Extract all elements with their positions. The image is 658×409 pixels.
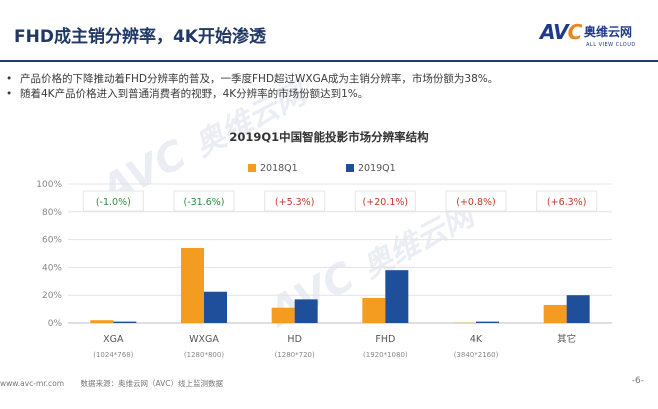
bar [90,320,114,323]
bullet-item: • 随着4K产品价格进入到普通消费者的视野，4K分辨率的市场份额达到1%。 [6,87,646,102]
bullet-marker: • [6,73,13,85]
bar [362,297,386,323]
bar [204,291,227,323]
slide-header: FHD成主销分辨率，4K开始渗透 AVC 奥维云网 ALL VIEW CLOUD [0,0,658,60]
y-tick-label: 100% [36,180,62,190]
bar [476,321,499,323]
bullet-marker: • [6,88,13,100]
bar [453,322,476,324]
page-title: FHD成主销分辨率，4K开始渗透 [14,27,266,47]
change-label: (+6.3%) [547,197,587,208]
chart-title: 2019Q1中国智能投影市场分辨率结构 [229,130,429,144]
header-divider [0,60,658,62]
bar [271,307,295,323]
y-tick-label: 60% [42,236,62,246]
x-tick-sublabel: (1280*800) [184,351,224,359]
page-number: -6- [631,376,644,386]
change-label-box [264,190,326,212]
bullet-text: 随着4K产品价格进入到普通消费者的视野，4K分辨率的市场份额达到1%。 [20,88,369,100]
y-tick-label: 20% [42,291,62,301]
x-tick-label: FHD [375,334,395,345]
legend-label: 2018Q1 [260,163,298,174]
change-label-box [173,190,235,212]
bullet-item: • 产品价格的下降推动着FHD分辨率的普及，一季度FHD超过WXGA成为主销分辨… [6,72,646,87]
avc-logo: AVC 奥维云网 ALL VIEW CLOUD [540,20,652,60]
logo-mark-c: C [567,20,583,44]
change-label-box [536,190,598,212]
x-tick-label: 其它 [557,333,576,345]
x-tick-sublabel: (3840*2160) [454,351,499,359]
change-label-box [354,190,416,212]
logo-cn: 奥维云网 [584,25,633,39]
x-tick-label: XGA [103,334,124,345]
bar [181,247,204,323]
y-tick-label: 0% [48,319,63,329]
x-tick-sublabel: (1280*720) [275,351,315,359]
change-label: (-31.6%) [183,197,224,208]
bar [385,270,409,323]
footer-source: 数据来源：奥维云网（AVC）线上监测数据 [80,379,223,388]
x-tick-label: HD [287,334,301,345]
bar [113,321,137,323]
x-tick-label: 4K [470,334,483,345]
bullet-list: • 产品价格的下降推动着FHD分辨率的普及，一季度FHD超过WXGA成为主销分辨… [6,72,646,102]
change-label-box [82,190,144,212]
legend-swatch [248,164,256,172]
change-label: (+20.1%) [363,197,409,208]
legend-swatch [346,164,354,172]
bullet-text: 产品价格的下降推动着FHD分辨率的普及，一季度FHD超过WXGA成为主销分辨率，… [20,73,499,85]
logo-en: ALL VIEW CLOUD [586,42,636,48]
footer: www.avc-mr.com 数据来源：奥维云网（AVC）线上监测数据 [0,378,237,389]
logo-mark: AVC [540,20,583,44]
footer-url: www.avc-mr.com [0,379,65,388]
bar [566,295,590,323]
legend-label: 2019Q1 [358,163,396,174]
change-label-box [445,190,507,212]
bar [543,304,567,323]
y-tick-label: 80% [42,208,62,218]
x-tick-sublabel: (1024*768) [93,351,133,359]
bar [294,299,318,323]
x-tick-sublabel: (1920*1080) [363,351,408,359]
change-label: (-1.0%) [96,197,131,208]
logo-mark-av: AV [540,20,569,44]
x-tick-label: WXGA [189,334,219,345]
change-label: (+0.8%) [456,197,496,208]
y-tick-label: 40% [42,263,62,273]
change-label: (+5.3%) [275,197,315,208]
